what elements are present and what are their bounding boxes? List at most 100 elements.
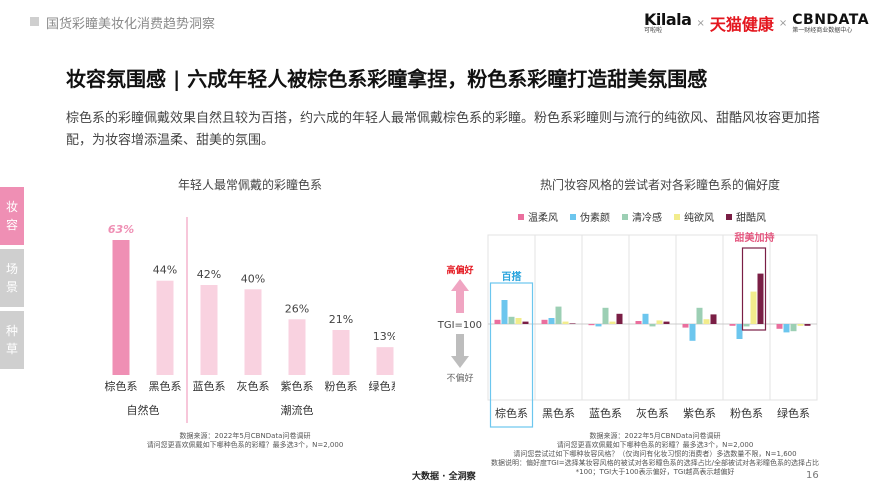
tgi-bar-粉色系-清冷感 [743,324,750,327]
category-label: 蓝色系 [589,406,622,420]
bar-黑色系 [156,280,174,375]
legend-swatch [726,214,732,220]
tgi-bar-紫色系-清冷感 [696,307,703,324]
bar-value-label: 13% [373,330,395,343]
bar-value-label: 63% [108,223,134,236]
tgi-bar-蓝色系-伪素颜 [595,324,602,327]
bar-value-label: 26% [285,302,309,315]
bar-灰色系 [244,289,262,375]
category-label: 棕色系 [105,379,138,393]
legend-label: 甜酷风 [736,211,766,224]
side-tab-label: 种草 [6,324,19,356]
bar-value-label: 40% [241,272,265,285]
category-label: 黑色系 [149,379,182,393]
section-marker [30,17,39,26]
cbndata-logo: CBNDATA 第一财经商业数据中心 [792,11,870,34]
annotation-label: 甜美加持 [735,231,775,244]
category-label: 灰色系 [237,379,270,393]
bar-value-label: 42% [197,268,221,281]
tgi-bar-棕色系-纯欲风 [515,318,522,324]
brand-logos: Kilala 可啦啦 × 天猫健康 × CBNDATA 第一财经商业数据中心 [644,10,869,36]
tgi-bar-黑色系-伪素颜 [548,318,555,324]
logo-separator: × [696,17,705,29]
tgi-bar-粉色系-纯欲风 [750,291,757,324]
tgi-bar-灰色系-温柔风 [635,321,642,324]
category-label: 紫色系 [683,406,716,420]
bar-value-label: 44% [153,264,177,277]
tgi-bar-灰色系-伪素颜 [642,313,649,324]
tgi-bar-紫色系-伪素颜 [689,324,696,341]
side-tab-scene[interactable]: 场景 [0,249,24,307]
tgi-bar-紫色系-温柔风 [682,324,689,328]
tgi-bar-棕色系-甜酷风 [522,321,529,324]
category-label: 黑色系 [542,406,575,420]
tgi-bar-黑色系-甜酷风 [569,323,576,324]
category-column [628,234,677,401]
right-source-note: 数据来源：2022年5月CBNData问卷调研 请问您更喜欢佩戴如下哪种色系的彩… [491,432,819,476]
legend-swatch [570,214,576,220]
arrow-down-icon [451,334,469,368]
section-title: 国货彩瞳美妆化消费趋势洞察 [46,17,216,32]
legend-swatch [674,214,680,220]
tgi-bar-粉色系-甜酷风 [757,273,764,324]
category-label: 绿色系 [777,406,810,420]
logo-separator: × [778,17,788,29]
legend-label: 清冷感 [632,211,662,224]
tgi-bar-灰色系-甜酷风 [663,321,670,324]
right-chart-title: 热门妆容风格的尝试者对各彩瞳色系的偏好度 [539,178,780,192]
tgi-bar-绿色系-温柔风 [776,324,783,329]
bar-紫色系 [288,319,306,375]
kilala-logo: Kilala 可啦啦 [644,10,692,35]
tgi-bar-蓝色系-清冷感 [602,307,609,324]
side-tab-seeding[interactable]: 种草 [0,311,24,369]
tgi-bar-灰色系-清冷感 [649,324,656,327]
arrow-up-icon [451,279,469,313]
tgi-bar-蓝色系-温柔风 [588,324,595,326]
page-number: 16 [806,470,819,481]
legend-swatch [518,214,524,220]
tgi-bar-蓝色系-纯欲风 [609,321,616,324]
tgi-bar-绿色系-伪素颜 [783,324,790,333]
legend-label: 伪素颜 [580,211,610,224]
tgi-bar-绿色系-甜酷风 [804,324,811,326]
group-label-natural: 自然色 [127,403,160,417]
bar-value-label: 21% [329,313,353,326]
page-title: 妆容氛围感 | 六成年轻人被棕色系彩瞳拿捏，粉色系彩瞳打造甜美氛围感 [66,67,708,91]
bar-蓝色系 [200,285,218,375]
tgi-bar-蓝色系-甜酷风 [616,313,623,324]
tgi-bar-粉色系-温柔风 [729,324,736,326]
category-label: 蓝色系 [193,379,226,393]
bar-棕色系 [112,240,130,375]
axis-label-up: 高偏好 [446,264,473,276]
legend-label: 温柔风 [528,212,558,224]
tgi-bar-绿色系-纯欲风 [797,324,804,326]
side-tab-label: 场景 [6,262,19,294]
category-label: 粉色系 [730,406,763,420]
category-label: 棕色系 [495,406,528,420]
left-chart-title: 年轻人最常佩戴的彩瞳色系 [177,178,322,192]
tmall-health-logo: 天猫健康 [709,15,774,34]
highlight-box-brown [489,282,534,428]
axis-label-down: 不偏好 [446,372,473,384]
category-label: 灰色系 [636,406,669,420]
tgi-bar-灰色系-纯欲风 [656,320,663,324]
tgi-bar-黑色系-温柔风 [541,319,548,324]
group-label-trend: 潮流色 [281,403,314,417]
annotation-label: 百搭 [502,270,523,283]
left-source-note: 数据来源：2022年5月CBNData问卷调研 请问您更喜欢佩戴如下哪种色系的彩… [146,432,344,449]
tgi-bar-棕色系-温柔风 [494,319,501,324]
tgi-bar-黑色系-清冷感 [555,306,562,324]
legend-swatch [622,214,628,220]
tgi-bar-绿色系-清冷感 [790,324,797,332]
highlight-box-pink [741,247,767,331]
side-tab-makeup[interactable]: 妆容 [0,187,24,245]
legend-label: 纯欲风 [684,211,714,224]
bar-绿色系 [376,347,394,375]
tgi-bar-棕色系-伪素颜 [501,300,508,324]
tgi-bar-黑色系-纯欲风 [562,321,569,324]
side-tab-label: 妆容 [6,200,19,232]
baseline-label: TGI=100 [437,320,482,331]
category-label: 粉色系 [325,379,358,393]
page-description: 棕色系的彩瞳佩戴效果自然且较为百搭，约六成的年轻人最常佩戴棕色系的彩瞳。粉色系彩… [66,111,821,148]
